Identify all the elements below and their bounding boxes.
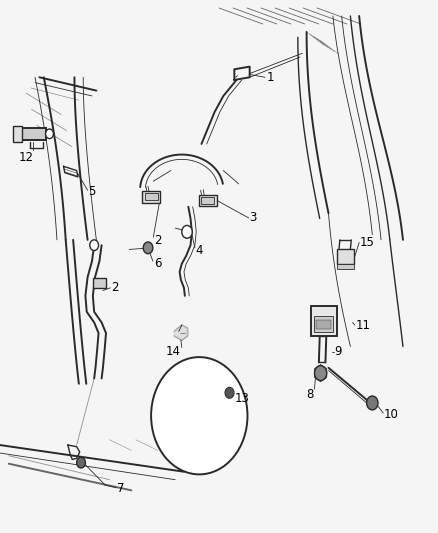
Text: 2: 2 xyxy=(111,281,119,294)
Bar xyxy=(337,249,354,264)
Text: 6: 6 xyxy=(154,257,162,270)
Circle shape xyxy=(225,387,234,398)
Circle shape xyxy=(226,389,233,397)
Text: 3: 3 xyxy=(250,212,257,224)
Text: 1: 1 xyxy=(266,71,274,84)
Text: 9: 9 xyxy=(335,345,342,358)
Circle shape xyxy=(182,225,192,238)
Text: 8: 8 xyxy=(307,388,314,401)
Bar xyxy=(21,128,46,140)
Text: 7: 7 xyxy=(117,482,125,495)
Bar xyxy=(201,197,214,204)
Text: 15: 15 xyxy=(360,236,375,249)
Text: 13: 13 xyxy=(234,392,249,405)
Circle shape xyxy=(143,242,153,254)
Bar xyxy=(311,306,337,336)
Text: 10: 10 xyxy=(384,408,399,421)
Circle shape xyxy=(151,357,247,474)
Circle shape xyxy=(367,396,378,410)
Text: 2: 2 xyxy=(154,235,162,247)
Bar xyxy=(316,320,331,329)
Bar xyxy=(337,264,354,269)
Bar xyxy=(13,126,22,142)
Circle shape xyxy=(46,129,53,139)
Bar xyxy=(199,195,217,206)
Text: 11: 11 xyxy=(356,319,371,332)
Bar xyxy=(145,193,158,200)
Circle shape xyxy=(90,240,99,251)
Bar xyxy=(142,191,160,203)
Bar xyxy=(93,278,106,288)
Circle shape xyxy=(77,457,85,468)
Text: 14: 14 xyxy=(166,345,180,358)
Text: 12: 12 xyxy=(19,151,34,164)
Text: 4: 4 xyxy=(196,244,203,257)
Bar xyxy=(314,316,333,332)
Circle shape xyxy=(314,366,327,381)
Polygon shape xyxy=(174,325,187,340)
Text: 5: 5 xyxy=(88,185,96,198)
